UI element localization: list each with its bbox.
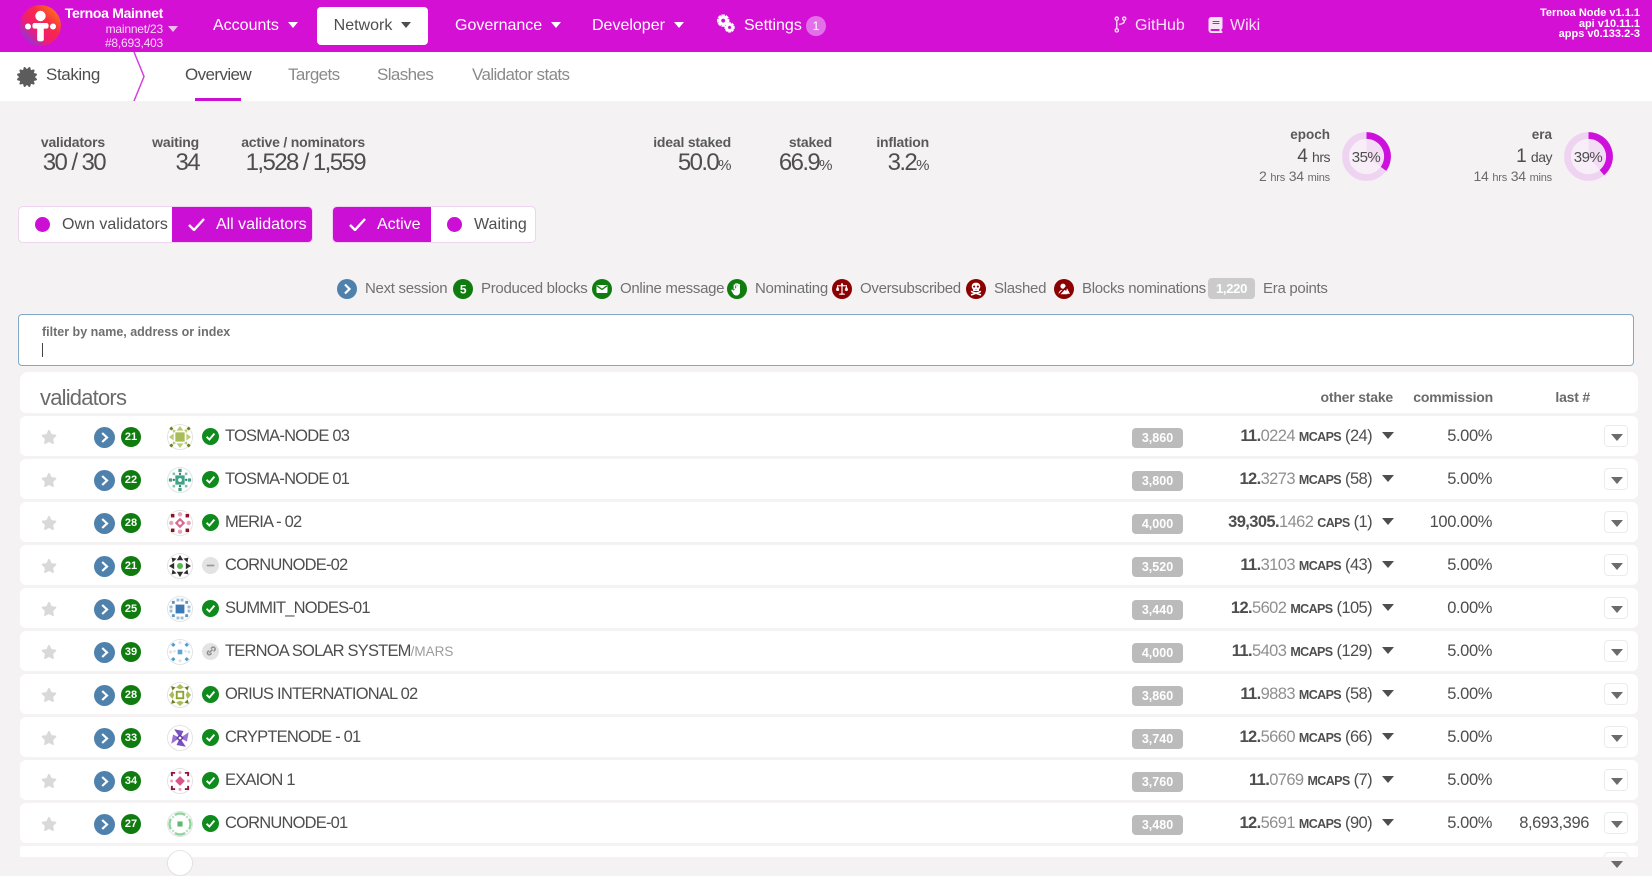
- svg-text:39%: 39%: [1574, 149, 1603, 166]
- svg-text:5: 5: [460, 282, 467, 296]
- svg-text:35%: 35%: [1352, 149, 1381, 166]
